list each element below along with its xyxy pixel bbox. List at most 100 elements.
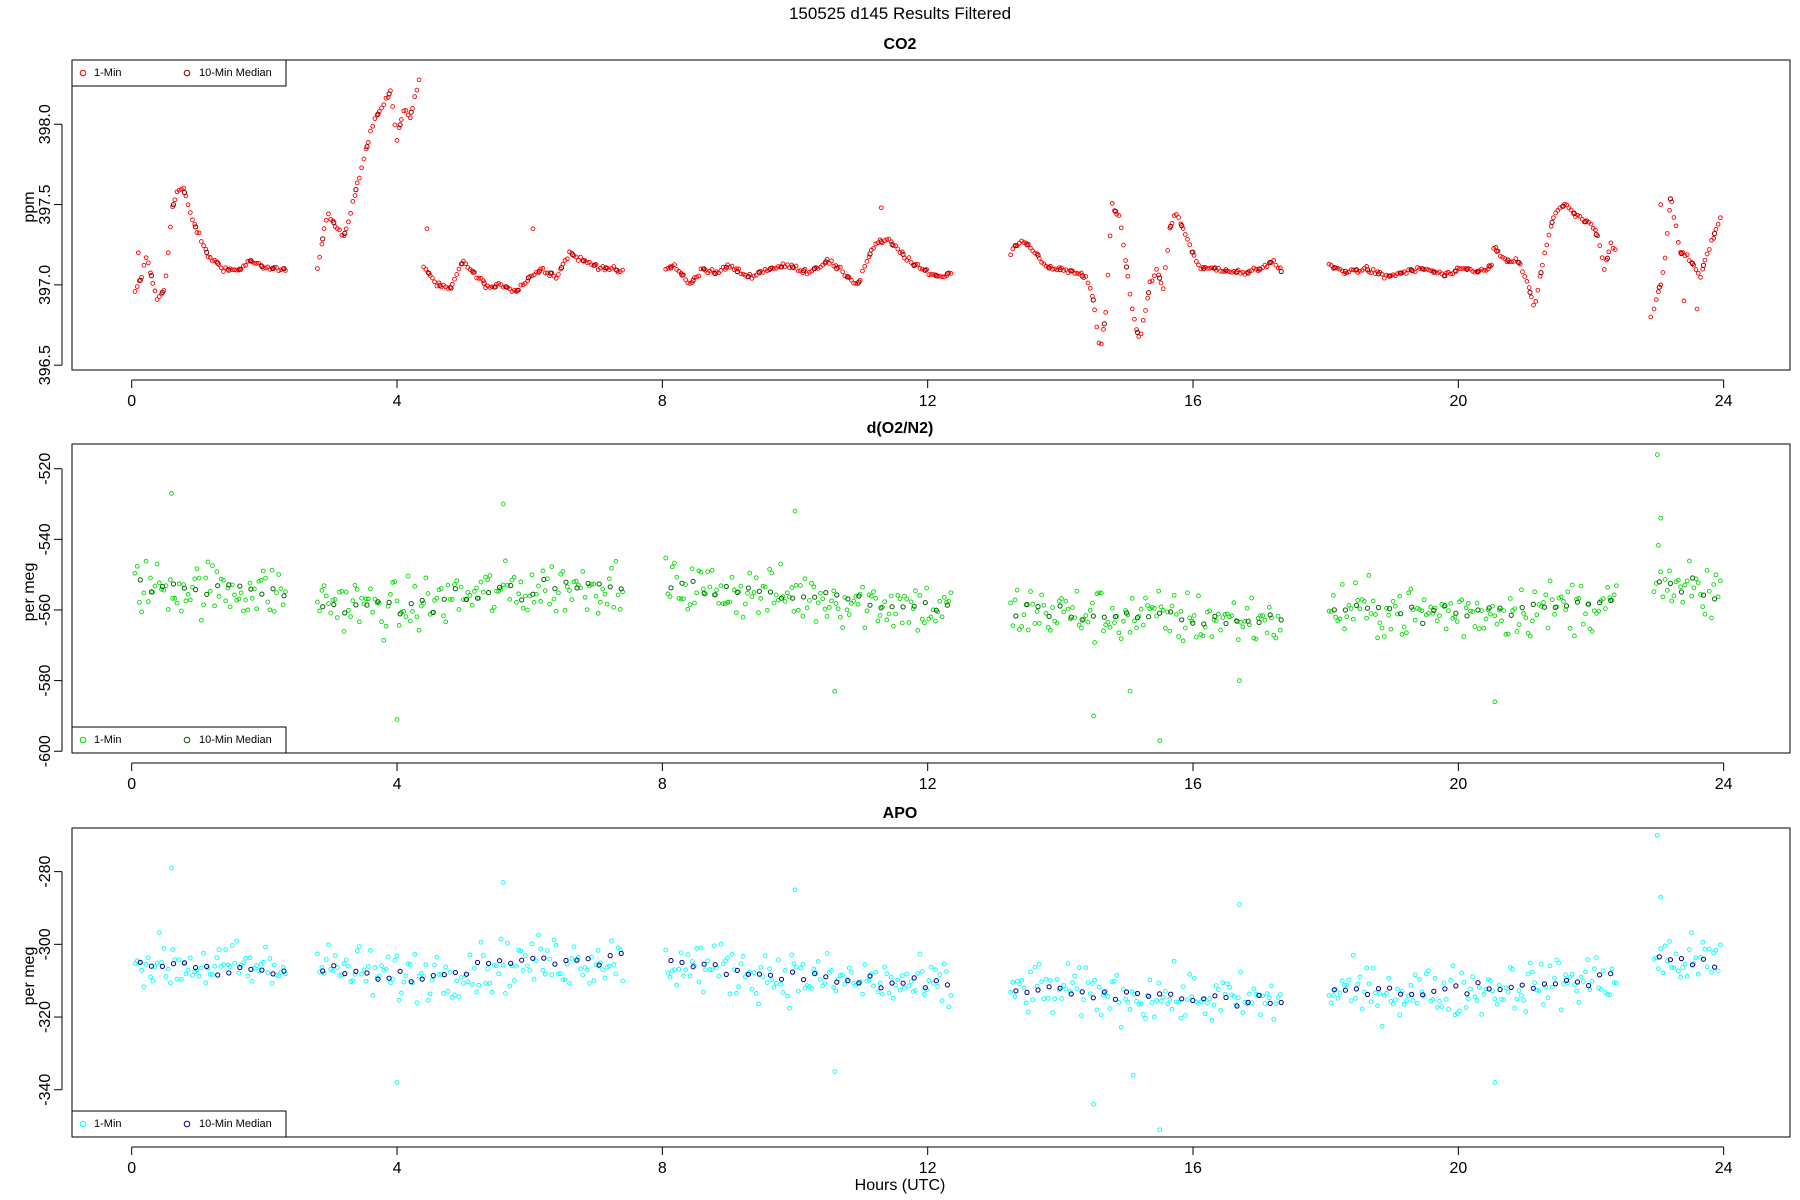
co2-point-1min (1608, 240, 1614, 246)
apo-point-1min (910, 989, 916, 994)
co2-point-10min-median (790, 264, 796, 270)
co2-x-tick-label: 8 (658, 393, 667, 410)
o2n2-point-10min-median (463, 596, 470, 603)
co2-point-1min (824, 256, 830, 262)
o2n2-point-1min (1269, 615, 1274, 621)
co2-point-1min (315, 266, 320, 271)
apo-x-tick-label: 24 (1715, 1160, 1733, 1177)
co2-point-1min (1132, 316, 1137, 322)
co2-point-1min (829, 258, 834, 264)
o2n2-point-1min (1101, 628, 1106, 634)
co2-point-1min (1601, 267, 1607, 272)
o2n2-point-10min-median (1453, 610, 1459, 616)
co2-point-10min-median (342, 230, 348, 236)
o2n2-point-1min (837, 614, 843, 620)
co2-point-1min (1348, 267, 1354, 273)
apo-point-1min (939, 998, 945, 1003)
apo-point-10min-median (1157, 991, 1163, 997)
co2-point-10min-median (1678, 250, 1685, 257)
apo-point-1min (692, 963, 697, 968)
apo-x-tick-label: 8 (658, 1160, 667, 1177)
o2n2-point-1min (1488, 611, 1493, 617)
o2n2-point-1min (522, 593, 528, 599)
apo-point-1min (1264, 991, 1270, 997)
o2n2-point-1min (1556, 595, 1562, 601)
apo-point-10min-median (1112, 996, 1119, 1002)
co2-point-1min (694, 274, 699, 280)
co2-point-1min (407, 115, 413, 121)
o2n2-point-1min (1594, 611, 1599, 616)
apo-point-1min (503, 991, 508, 996)
o2n2-point-1min (939, 614, 945, 620)
o2n2-point-1min (1092, 640, 1097, 645)
apo-point-1min (948, 993, 954, 998)
o2n2-point-1min (1028, 589, 1033, 594)
co2-point-1min (1094, 324, 1100, 330)
apo-point-10min-median (1475, 980, 1481, 986)
apo-point-10min-median (530, 955, 536, 961)
apo-point-10min-median (1552, 981, 1559, 987)
o2n2-point-1min (1468, 608, 1473, 614)
o2n2-point-1min (593, 593, 599, 599)
apo-point-1min (1702, 946, 1708, 952)
o2n2-point-1min (937, 598, 943, 604)
o2n2-point-1min (478, 579, 484, 585)
o2n2-point-10min-median (386, 599, 392, 606)
o2n2-point-1min (1331, 593, 1336, 598)
co2-point-1min (168, 224, 173, 230)
co2-point-1min (1187, 242, 1193, 248)
o2n2-point-1min (165, 607, 171, 612)
o2n2-point-1min (1251, 635, 1257, 641)
o2n2-point-1min (1397, 593, 1403, 599)
co2-point-1min (430, 275, 435, 281)
co2-point-1min (840, 269, 845, 275)
co2-point-1min (434, 283, 440, 289)
co2-point-1min (207, 255, 213, 260)
co2-point-1min (1244, 269, 1250, 275)
o2n2-point-1min (1244, 605, 1250, 611)
co2-point-1min (359, 165, 364, 171)
co2-point-1min (687, 281, 693, 286)
apo-point-1min (1390, 1001, 1396, 1007)
apo-legend-marker-1min (79, 1120, 87, 1128)
o2n2-point-1min (1552, 612, 1557, 617)
apo-point-1min (221, 962, 226, 968)
apo-point-10min-median (237, 964, 243, 971)
co2-point-1min (1079, 270, 1084, 276)
o2n2-point-1min (1406, 590, 1411, 596)
o2n2-point-1min (258, 577, 264, 583)
o2n2-point-1min (602, 591, 608, 597)
co2-point-10min-median (514, 287, 520, 293)
o2n2-point-1min (1443, 626, 1449, 632)
apo-point-10min-median (1541, 981, 1548, 987)
co2-point-1min (1109, 201, 1115, 206)
o2n2-point-1min (1096, 590, 1102, 596)
apo-point-1min (414, 1000, 420, 1006)
apo-point-1min (1673, 951, 1679, 957)
apo-point-1min (1151, 1014, 1157, 1020)
o2n2-point-1min (152, 583, 158, 589)
apo-point-1min (1700, 939, 1706, 945)
o2n2-point-1min (223, 598, 229, 604)
o2n2-point-10min-median (756, 588, 763, 594)
apo-point-1min (1140, 1012, 1146, 1017)
o2n2-point-1min (553, 608, 559, 614)
apo-point-1min (1157, 1127, 1163, 1133)
apo-point-1min (674, 982, 680, 988)
o2n2-point-1min (1713, 572, 1719, 578)
co2-point-10min-median (1245, 270, 1251, 276)
apo-point-10min-median (944, 982, 951, 988)
co2-point-1min (1339, 268, 1345, 274)
o2n2-point-1min (1224, 611, 1230, 617)
co2-point-1min (1107, 233, 1113, 239)
apo-point-1min (913, 988, 918, 993)
o2n2-point-1min (1059, 596, 1064, 601)
apo-point-10min-median (596, 962, 602, 968)
o2n2-point-1min (247, 580, 253, 586)
co2-point-1min (1577, 213, 1583, 219)
co2-point-1min (1273, 262, 1279, 268)
o2n2-point-10min-median (1486, 605, 1492, 611)
o2n2-point-1min (323, 593, 329, 599)
co2-point-1min (348, 211, 353, 216)
apo-point-1min (1578, 974, 1584, 980)
